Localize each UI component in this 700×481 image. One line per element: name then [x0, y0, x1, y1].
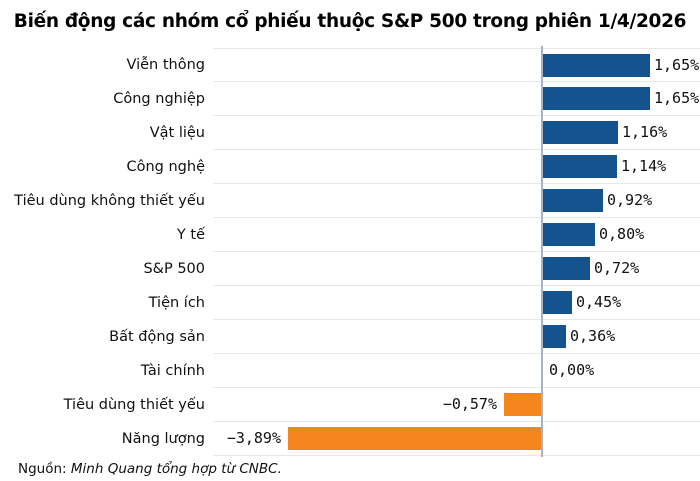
value-label: 1,16%: [622, 123, 668, 141]
zero-axis-line: [541, 46, 543, 457]
positive-bar: [543, 325, 566, 348]
plot-cell: 1,65%: [213, 48, 700, 82]
category-label: Công nghệ: [126, 159, 205, 175]
value-label: 0,72%: [594, 259, 640, 277]
chart-row: Tài chính 0,00%: [0, 354, 700, 388]
source-text: Minh Quang tổng hợp từ CNBC.: [70, 461, 282, 477]
plot-cell: 1,65%: [213, 82, 700, 116]
category-label: Bất động sản: [109, 329, 205, 345]
chart-row: Công nghiệp 1,65%: [0, 82, 700, 116]
positive-bar: [543, 155, 617, 178]
value-label: 1,65%: [654, 56, 700, 74]
value-label: −3,89%: [226, 429, 281, 447]
value-label: 0,36%: [570, 327, 616, 345]
plot-cell: 0,45%: [213, 286, 700, 320]
plot-cell: 1,16%: [213, 116, 700, 150]
negative-bar: [288, 427, 541, 450]
plot-cell: 0,72%: [213, 252, 700, 286]
source-note: Nguồn: Minh Quang tổng hợp từ CNBC.: [0, 461, 700, 477]
chart-row: Viễn thông 1,65%: [0, 48, 700, 82]
chart-row: Tiêu dùng không thiết yếu 0,92%: [0, 184, 700, 218]
positive-bar: [543, 189, 603, 212]
plot-cell: −3,89%: [213, 422, 700, 456]
chart-title: Biến động các nhóm cổ phiếu thuộc S&P 50…: [13, 11, 687, 32]
plot-cell: 0,00%: [213, 354, 700, 388]
category-label: Tiện ích: [148, 295, 205, 311]
chart-row: Tiêu dùng thiết yếu −0,57%: [0, 388, 700, 422]
source-prefix: Nguồn:: [18, 461, 67, 477]
chart-row: Bất động sản 0,36%: [0, 320, 700, 354]
chart-row: S&P 500 0,72%: [0, 252, 700, 286]
chart-row: Công nghệ 1,14%: [0, 150, 700, 184]
category-label: Viễn thông: [126, 57, 206, 73]
category-label: Vật liệu: [149, 125, 205, 141]
plot-cell: 1,14%: [213, 150, 700, 184]
plot-cell: 0,80%: [213, 218, 700, 252]
value-label: −0,57%: [442, 395, 497, 413]
category-label: Y tế: [176, 227, 205, 243]
plot-cell: 0,36%: [213, 320, 700, 354]
value-label: 0,80%: [599, 225, 645, 243]
negative-bar: [504, 393, 541, 416]
plot-cell: −0,57%: [213, 388, 700, 422]
value-label: 1,14%: [621, 157, 667, 175]
category-label: Tiêu dùng không thiết yếu: [14, 193, 205, 209]
chart-row: Tiện ích 0,45%: [0, 286, 700, 320]
category-label: Tiêu dùng thiết yếu: [63, 397, 205, 413]
value-label: 0,92%: [607, 191, 653, 209]
bar-chart-plot: Viễn thông 1,65% Công nghiệp 1,65% Vật liệu 1…: [0, 46, 700, 457]
positive-bar: [543, 291, 572, 314]
chart-row: Vật liệu 1,16%: [0, 116, 700, 150]
positive-bar: [543, 223, 595, 246]
chart-rows: Viễn thông 1,65% Công nghiệp 1,65% Vật liệu 1…: [0, 48, 700, 456]
positive-bar: [543, 121, 618, 144]
value-label: 1,65%: [654, 89, 700, 107]
chart-row: Năng lượng −3,89%: [0, 422, 700, 456]
plot-cell: 0,92%: [213, 184, 700, 218]
category-label: Công nghiệp: [113, 91, 205, 107]
category-label: S&P 500: [143, 261, 205, 277]
chart-row: Y tế 0,80%: [0, 218, 700, 252]
category-label: Năng lượng: [121, 431, 205, 447]
value-label: 0,45%: [576, 293, 622, 311]
value-label: 0,00%: [549, 361, 595, 379]
positive-bar: [543, 257, 590, 280]
positive-bar: [543, 87, 650, 110]
positive-bar: [543, 54, 650, 77]
category-label: Tài chính: [140, 363, 205, 379]
